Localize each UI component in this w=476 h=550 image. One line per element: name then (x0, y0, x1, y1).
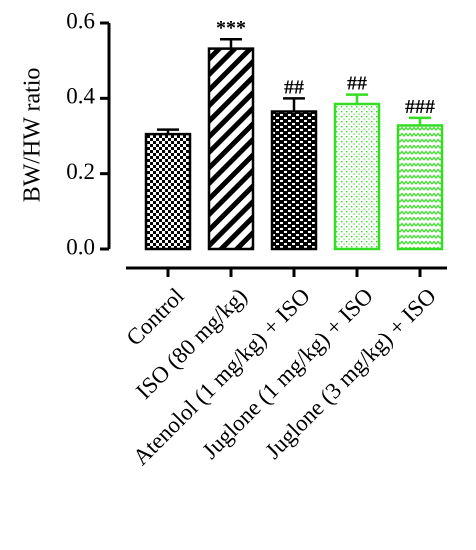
bar (270, 110, 318, 251)
significance-label: *** (216, 17, 246, 39)
y-axis: 0.0 0.2 0.4 0.6 (66, 8, 111, 259)
significance-label: ## (347, 73, 367, 95)
bar (333, 102, 381, 251)
significance-label: ## (284, 76, 304, 98)
bars: ***## ##### (144, 17, 444, 251)
bar (144, 132, 192, 251)
y-tick-label: 0.0 (66, 234, 95, 259)
y-tick-label: 0.6 (66, 8, 95, 33)
bar (396, 124, 444, 251)
y-axis-label: BW/HW ratio (20, 68, 46, 203)
y-tick-label: 0.2 (66, 159, 95, 184)
x-category-label: ISO (80 mg/kg) (131, 283, 252, 404)
y-tick-label: 0.4 (66, 84, 95, 109)
significance-label: ### (405, 96, 435, 118)
bar (207, 47, 255, 251)
